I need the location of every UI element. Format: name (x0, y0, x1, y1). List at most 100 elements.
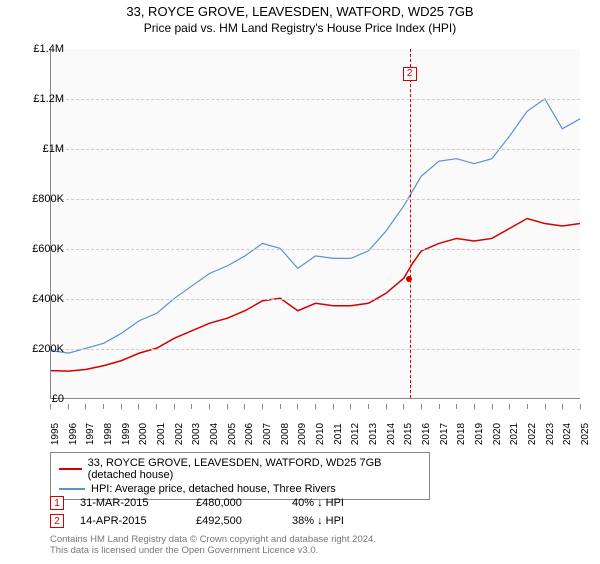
x-tick (474, 404, 475, 409)
sale-index-icon: 1 (50, 496, 64, 510)
gridline-h (51, 299, 580, 300)
x-tick-label: 2006 (244, 423, 255, 445)
footer-text: Contains HM Land Registry data © Crown c… (50, 534, 376, 557)
y-tick-label: £800K (14, 193, 64, 205)
legend-box: 33, ROYCE GROVE, LEAVESDEN, WATFORD, WD2… (50, 452, 430, 500)
x-tick (103, 404, 104, 409)
x-axis-labels: 1995 1996 1997 1998 1999 2000 2001 2002 2003 2004… (50, 404, 580, 454)
x-tick-label: 2003 (191, 423, 202, 445)
x-tick (439, 404, 440, 409)
legend-item: 33, ROYCE GROVE, LEAVESDEN, WATFORD, WD2… (59, 456, 421, 482)
x-tick (315, 404, 316, 409)
x-tick (156, 404, 157, 409)
x-tick-label: 2007 (262, 423, 273, 445)
x-tick-label: 1997 (85, 423, 96, 445)
x-tick-label: 2013 (368, 423, 379, 445)
sale-marker-box: 2 (403, 67, 417, 81)
x-tick (138, 404, 139, 409)
sale-point-dot (406, 276, 412, 282)
x-tick-label: 2025 (580, 423, 591, 445)
x-tick (350, 404, 351, 409)
y-tick-label: £1.4M (14, 43, 64, 55)
x-tick (562, 404, 563, 409)
sales-table: 1 31-MAR-2015 £480,000 40% ↓ HPI 2 14-APR-201… (50, 496, 392, 532)
legend-label: HPI: Average price, detached house, Thre… (91, 483, 336, 495)
x-tick-label: 2017 (439, 423, 450, 445)
sale-date: 31-MAR-2015 (80, 497, 180, 509)
x-tick (527, 404, 528, 409)
series-hpi (51, 99, 580, 353)
x-tick-label: 1999 (121, 423, 132, 445)
x-tick-label: 2004 (209, 423, 220, 445)
x-tick (280, 404, 281, 409)
x-tick-label: 2018 (456, 423, 467, 445)
gridline-h (51, 149, 580, 150)
gridline-h (51, 249, 580, 250)
x-tick (227, 404, 228, 409)
x-tick-label: 2023 (545, 423, 556, 445)
x-tick (174, 404, 175, 409)
legend-swatch (59, 488, 85, 490)
x-tick (68, 404, 69, 409)
x-tick-label: 2000 (138, 423, 149, 445)
sale-row: 214-APR-2015£492,50038% ↓ HPI (50, 514, 392, 528)
x-tick-label: 2008 (280, 423, 291, 445)
x-tick-label: 2001 (156, 423, 167, 445)
sale-index-icon: 2 (50, 514, 64, 528)
legend-label: 33, ROYCE GROVE, LEAVESDEN, WATFORD, WD2… (88, 457, 421, 481)
chart-svg (51, 49, 580, 398)
x-tick (262, 404, 263, 409)
sale-hpi: 40% ↓ HPI (292, 497, 392, 509)
x-tick-label: 2015 (403, 423, 414, 445)
footer-line1: Contains HM Land Registry data © Crown c… (50, 534, 376, 545)
y-tick-label: £400K (14, 293, 64, 305)
legend-swatch (59, 468, 82, 470)
x-tick-label: 2005 (227, 423, 238, 445)
x-tick (545, 404, 546, 409)
x-tick (297, 404, 298, 409)
x-tick-label: 2024 (562, 423, 573, 445)
x-tick-label: 2009 (297, 423, 308, 445)
x-tick (403, 404, 404, 409)
y-tick-label: £600K (14, 243, 64, 255)
gridline-h (51, 199, 580, 200)
x-tick (386, 404, 387, 409)
x-tick (580, 404, 581, 409)
x-tick (191, 404, 192, 409)
x-tick-label: 2012 (350, 423, 361, 445)
x-tick-label: 2020 (492, 423, 503, 445)
x-tick-label: 2002 (174, 423, 185, 445)
x-tick-label: 2014 (386, 423, 397, 445)
footer-line2: This data is licensed under the Open Gov… (50, 545, 376, 556)
x-tick (509, 404, 510, 409)
x-tick-label: 2010 (315, 423, 326, 445)
gridline-h (51, 349, 580, 350)
x-tick-label: 2016 (421, 423, 432, 445)
x-tick (492, 404, 493, 409)
gridline-h (51, 99, 580, 100)
x-tick-label: 1996 (68, 423, 79, 445)
x-tick-label: 2022 (527, 423, 538, 445)
chart-subtitle: Price paid vs. HM Land Registry's House … (0, 21, 600, 35)
x-tick-label: 1998 (103, 423, 114, 445)
x-tick (456, 404, 457, 409)
x-tick (421, 404, 422, 409)
x-tick (244, 404, 245, 409)
y-tick-label: £0 (14, 393, 64, 405)
x-tick (333, 404, 334, 409)
x-tick-label: 1995 (50, 423, 61, 445)
y-tick-label: £1M (14, 143, 64, 155)
y-tick-label: £1.2M (14, 93, 64, 105)
y-tick-label: £200K (14, 343, 64, 355)
x-tick (121, 404, 122, 409)
sale-marker-line (410, 49, 411, 398)
legend-item: HPI: Average price, detached house, Thre… (59, 482, 421, 496)
sale-date: 14-APR-2015 (80, 515, 180, 527)
sale-hpi: 38% ↓ HPI (292, 515, 392, 527)
x-tick (209, 404, 210, 409)
x-tick-label: 2011 (333, 423, 344, 445)
sale-price: £480,000 (196, 497, 276, 509)
chart-plot-area: 2 (50, 49, 580, 399)
x-tick (85, 404, 86, 409)
x-tick-label: 2019 (474, 423, 485, 445)
